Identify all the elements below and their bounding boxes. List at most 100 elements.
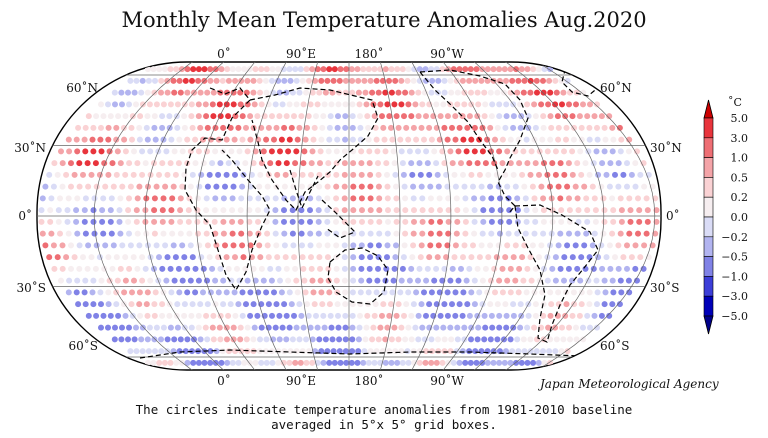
anomaly-circle	[580, 89, 587, 96]
anomaly-circle	[221, 31, 227, 37]
anomaly-circle	[615, 265, 622, 272]
anomaly-circle	[512, 54, 518, 60]
anomaly-circle	[475, 31, 481, 37]
anomaly-circle	[589, 183, 596, 190]
anomaly-circle	[247, 113, 254, 120]
anomaly-circle	[342, 124, 349, 131]
anomaly-circle	[370, 324, 377, 331]
anomaly-circle	[404, 31, 410, 37]
anomaly-circle	[384, 230, 391, 237]
anomaly-circle	[229, 195, 236, 202]
anomaly-circle	[198, 254, 205, 261]
anomaly-circle	[384, 242, 391, 249]
anomaly-circle	[384, 43, 390, 49]
anomaly-circle	[281, 31, 287, 37]
anomaly-circle	[359, 207, 365, 214]
anomaly-circle	[333, 31, 339, 37]
anomaly-circle	[279, 101, 286, 108]
anomaly-circle	[598, 183, 605, 190]
anomaly-circle	[335, 101, 342, 108]
anomaly-circle	[474, 89, 481, 96]
anomaly-circle	[120, 124, 127, 131]
anomaly-circle	[213, 183, 220, 190]
anomaly-circle	[187, 277, 194, 284]
anomaly-circle	[503, 312, 510, 319]
anomaly-circle	[355, 89, 362, 96]
anomaly-circle	[547, 113, 554, 120]
anomaly-circle	[389, 136, 396, 143]
anomaly-circle	[156, 254, 162, 261]
anomaly-circle	[204, 277, 210, 284]
anomaly-circle	[577, 277, 584, 284]
anomaly-circle	[270, 89, 277, 96]
anomaly-circle	[420, 383, 426, 389]
anomaly-circle	[393, 31, 399, 37]
anomaly-circle	[576, 312, 583, 319]
anomaly-circle	[571, 124, 578, 131]
anomaly-circle	[204, 242, 211, 249]
anomaly-circle	[415, 43, 421, 49]
anomaly-circle	[545, 324, 552, 331]
anomaly-circle	[280, 359, 287, 366]
anomaly-circle	[324, 230, 331, 237]
anomaly-circle	[267, 54, 273, 60]
anomaly-circle	[632, 265, 639, 272]
anomaly-circle	[497, 218, 504, 225]
anomaly-circle	[367, 31, 373, 37]
anomaly-circle	[310, 289, 317, 296]
anomaly-circle	[337, 31, 343, 37]
anomaly-circle	[38, 207, 45, 214]
anomaly-circle	[235, 124, 242, 131]
anomaly-circle	[230, 324, 237, 331]
anomaly-circle	[460, 136, 467, 143]
anomaly-circle	[303, 336, 310, 343]
anomaly-circle	[105, 136, 112, 143]
anomaly-circle	[386, 113, 393, 120]
anomaly-circle	[355, 31, 361, 37]
anomaly-circle	[169, 230, 176, 237]
anomaly-circle	[216, 324, 223, 331]
anomaly-circle	[391, 160, 398, 167]
anomaly-circle	[391, 324, 398, 331]
anomaly-circle	[488, 113, 495, 120]
anomaly-circle	[122, 148, 129, 155]
colorbar-tick-label: −3.0	[721, 290, 748, 303]
anomaly-circle	[206, 171, 213, 178]
anomaly-circle	[424, 160, 431, 167]
anomaly-circle	[239, 183, 246, 190]
anomaly-circle	[299, 348, 306, 355]
anomaly-circle	[536, 254, 542, 261]
anomaly-circle	[487, 242, 494, 249]
anomaly-circle	[452, 289, 459, 296]
anomaly-circle	[497, 230, 503, 237]
anomaly-circle	[185, 372, 191, 378]
anomaly-circle	[342, 113, 349, 120]
anomaly-circle	[291, 113, 297, 120]
anomaly-circle	[292, 31, 298, 37]
anomaly-circle	[527, 372, 533, 378]
anomaly-circle	[566, 207, 573, 214]
anomaly-circle	[393, 195, 400, 202]
anomaly-circle	[190, 359, 197, 366]
anomaly-circle	[283, 336, 290, 343]
anomaly-circle	[449, 265, 456, 272]
anomaly-circle	[399, 160, 406, 167]
anomaly-circle	[81, 218, 88, 225]
anomaly-circle	[367, 230, 374, 237]
anomaly-circle	[63, 254, 70, 261]
anomaly-circle	[244, 277, 251, 284]
anomaly-circle	[220, 230, 227, 237]
anomaly-circle	[493, 254, 500, 261]
anomaly-circle	[445, 31, 451, 37]
anomaly-circle	[105, 289, 112, 296]
anomaly-circle	[139, 77, 146, 84]
anomaly-circle	[127, 183, 134, 190]
anomaly-circle	[534, 89, 540, 96]
anomaly-circle	[248, 171, 255, 178]
anomaly-circle	[482, 324, 489, 331]
anomaly-circle	[389, 289, 396, 296]
anomaly-circle	[522, 195, 529, 202]
anomaly-circle	[581, 242, 588, 249]
anomaly-circle	[426, 171, 433, 178]
anomaly-circle	[418, 183, 425, 190]
